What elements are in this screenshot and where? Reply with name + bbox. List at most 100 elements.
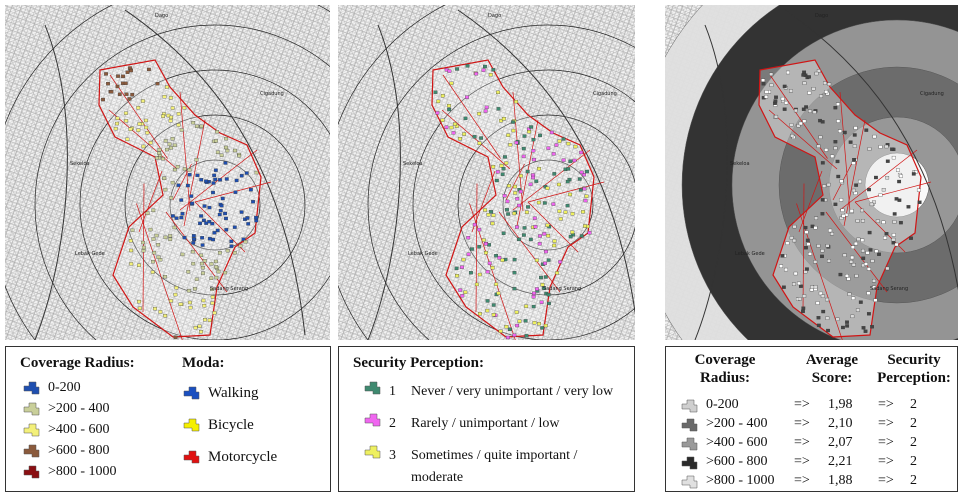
house-marker [487, 213, 491, 216]
house-marker [458, 289, 462, 292]
house-marker [199, 178, 203, 181]
house-marker [509, 143, 513, 146]
house-marker [168, 234, 172, 237]
house-marker [192, 238, 196, 241]
house-marker [566, 204, 570, 207]
legend-row [680, 399, 706, 418]
house-marker [156, 243, 160, 246]
house-marker [849, 260, 853, 263]
house-marker [129, 249, 133, 252]
house-marker [529, 183, 533, 186]
house-marker [505, 208, 509, 211]
house-marker [526, 170, 530, 173]
house-marker [851, 315, 855, 318]
house-marker [452, 131, 456, 134]
house-marker [514, 100, 518, 103]
house-marker [544, 324, 548, 327]
house-marker [200, 262, 204, 265]
house-marker [171, 181, 175, 184]
house-marker [817, 324, 821, 327]
house-marker [810, 286, 814, 289]
house-marker [532, 295, 536, 298]
house-marker [164, 236, 168, 239]
house-marker [496, 91, 500, 94]
house-marker [177, 112, 181, 115]
house-marker [865, 129, 869, 132]
house-marker [505, 325, 509, 328]
legend-items: 0-200>200 - 400>400 - 600>600 - 800>800 … [22, 377, 117, 482]
house-marker [823, 82, 827, 85]
house-marker [850, 256, 854, 259]
house-marker [790, 134, 794, 137]
house-marker [815, 72, 819, 75]
house-marker [566, 180, 570, 183]
legend-cell: 2 [910, 435, 917, 451]
house-marker [813, 260, 817, 263]
house-marker [115, 122, 119, 125]
house-marker [824, 148, 828, 151]
house-marker [540, 326, 544, 329]
house-marker [106, 82, 110, 85]
house-marker [204, 180, 208, 183]
legend-swatch [184, 419, 199, 431]
house-marker [203, 205, 207, 208]
house-marker [169, 116, 173, 119]
house-marker [180, 129, 184, 132]
legend-label: Motorcycle [208, 449, 277, 466]
house-marker [827, 83, 831, 86]
house-marker [129, 128, 133, 131]
house-marker [508, 328, 512, 331]
house-marker [152, 251, 156, 254]
house-marker [799, 122, 803, 125]
legend-swatch [682, 476, 697, 488]
house-marker [513, 191, 517, 194]
house-marker [569, 235, 573, 238]
house-marker [477, 245, 481, 248]
house-marker [557, 183, 561, 186]
house-marker [571, 212, 575, 215]
house-marker [141, 100, 145, 103]
house-marker [843, 131, 847, 134]
house-marker [488, 262, 492, 265]
house-marker [580, 235, 584, 238]
place-label: Sadang Serang [210, 286, 248, 292]
house-marker [441, 119, 445, 122]
house-marker [512, 212, 516, 215]
house-marker [537, 167, 541, 170]
house-marker [202, 299, 206, 302]
house-marker [141, 241, 145, 244]
house-marker [874, 299, 878, 302]
house-marker [893, 212, 897, 215]
legend-swatch [24, 382, 39, 394]
house-marker [175, 286, 179, 289]
house-marker [220, 154, 224, 157]
house-marker [226, 149, 230, 152]
legend-icon [22, 423, 40, 437]
house-marker [465, 96, 469, 99]
house-marker [502, 167, 506, 170]
legend: Coverage Radius:Average Score:Security P… [665, 346, 958, 492]
house-marker [129, 239, 133, 242]
house-marker [161, 115, 165, 118]
house-marker [217, 270, 221, 273]
house-marker [492, 313, 496, 316]
house-marker [836, 160, 840, 163]
house-marker [478, 273, 482, 276]
house-marker [473, 135, 477, 138]
house-marker [224, 217, 228, 220]
house-marker [802, 71, 806, 74]
house-marker [584, 199, 588, 202]
house-marker [175, 217, 179, 220]
house-marker [169, 119, 173, 122]
house-marker [854, 184, 858, 187]
house-marker [177, 123, 181, 126]
house-marker [578, 178, 582, 181]
legend-icon [22, 465, 40, 479]
house-marker [116, 85, 120, 88]
house-marker [547, 259, 551, 262]
legend-header: Security Perception: [874, 351, 954, 387]
legend-icon [22, 402, 40, 416]
place-label: Dago [815, 13, 828, 19]
house-marker [163, 275, 167, 278]
place-label: Sadang Serang [870, 286, 908, 292]
